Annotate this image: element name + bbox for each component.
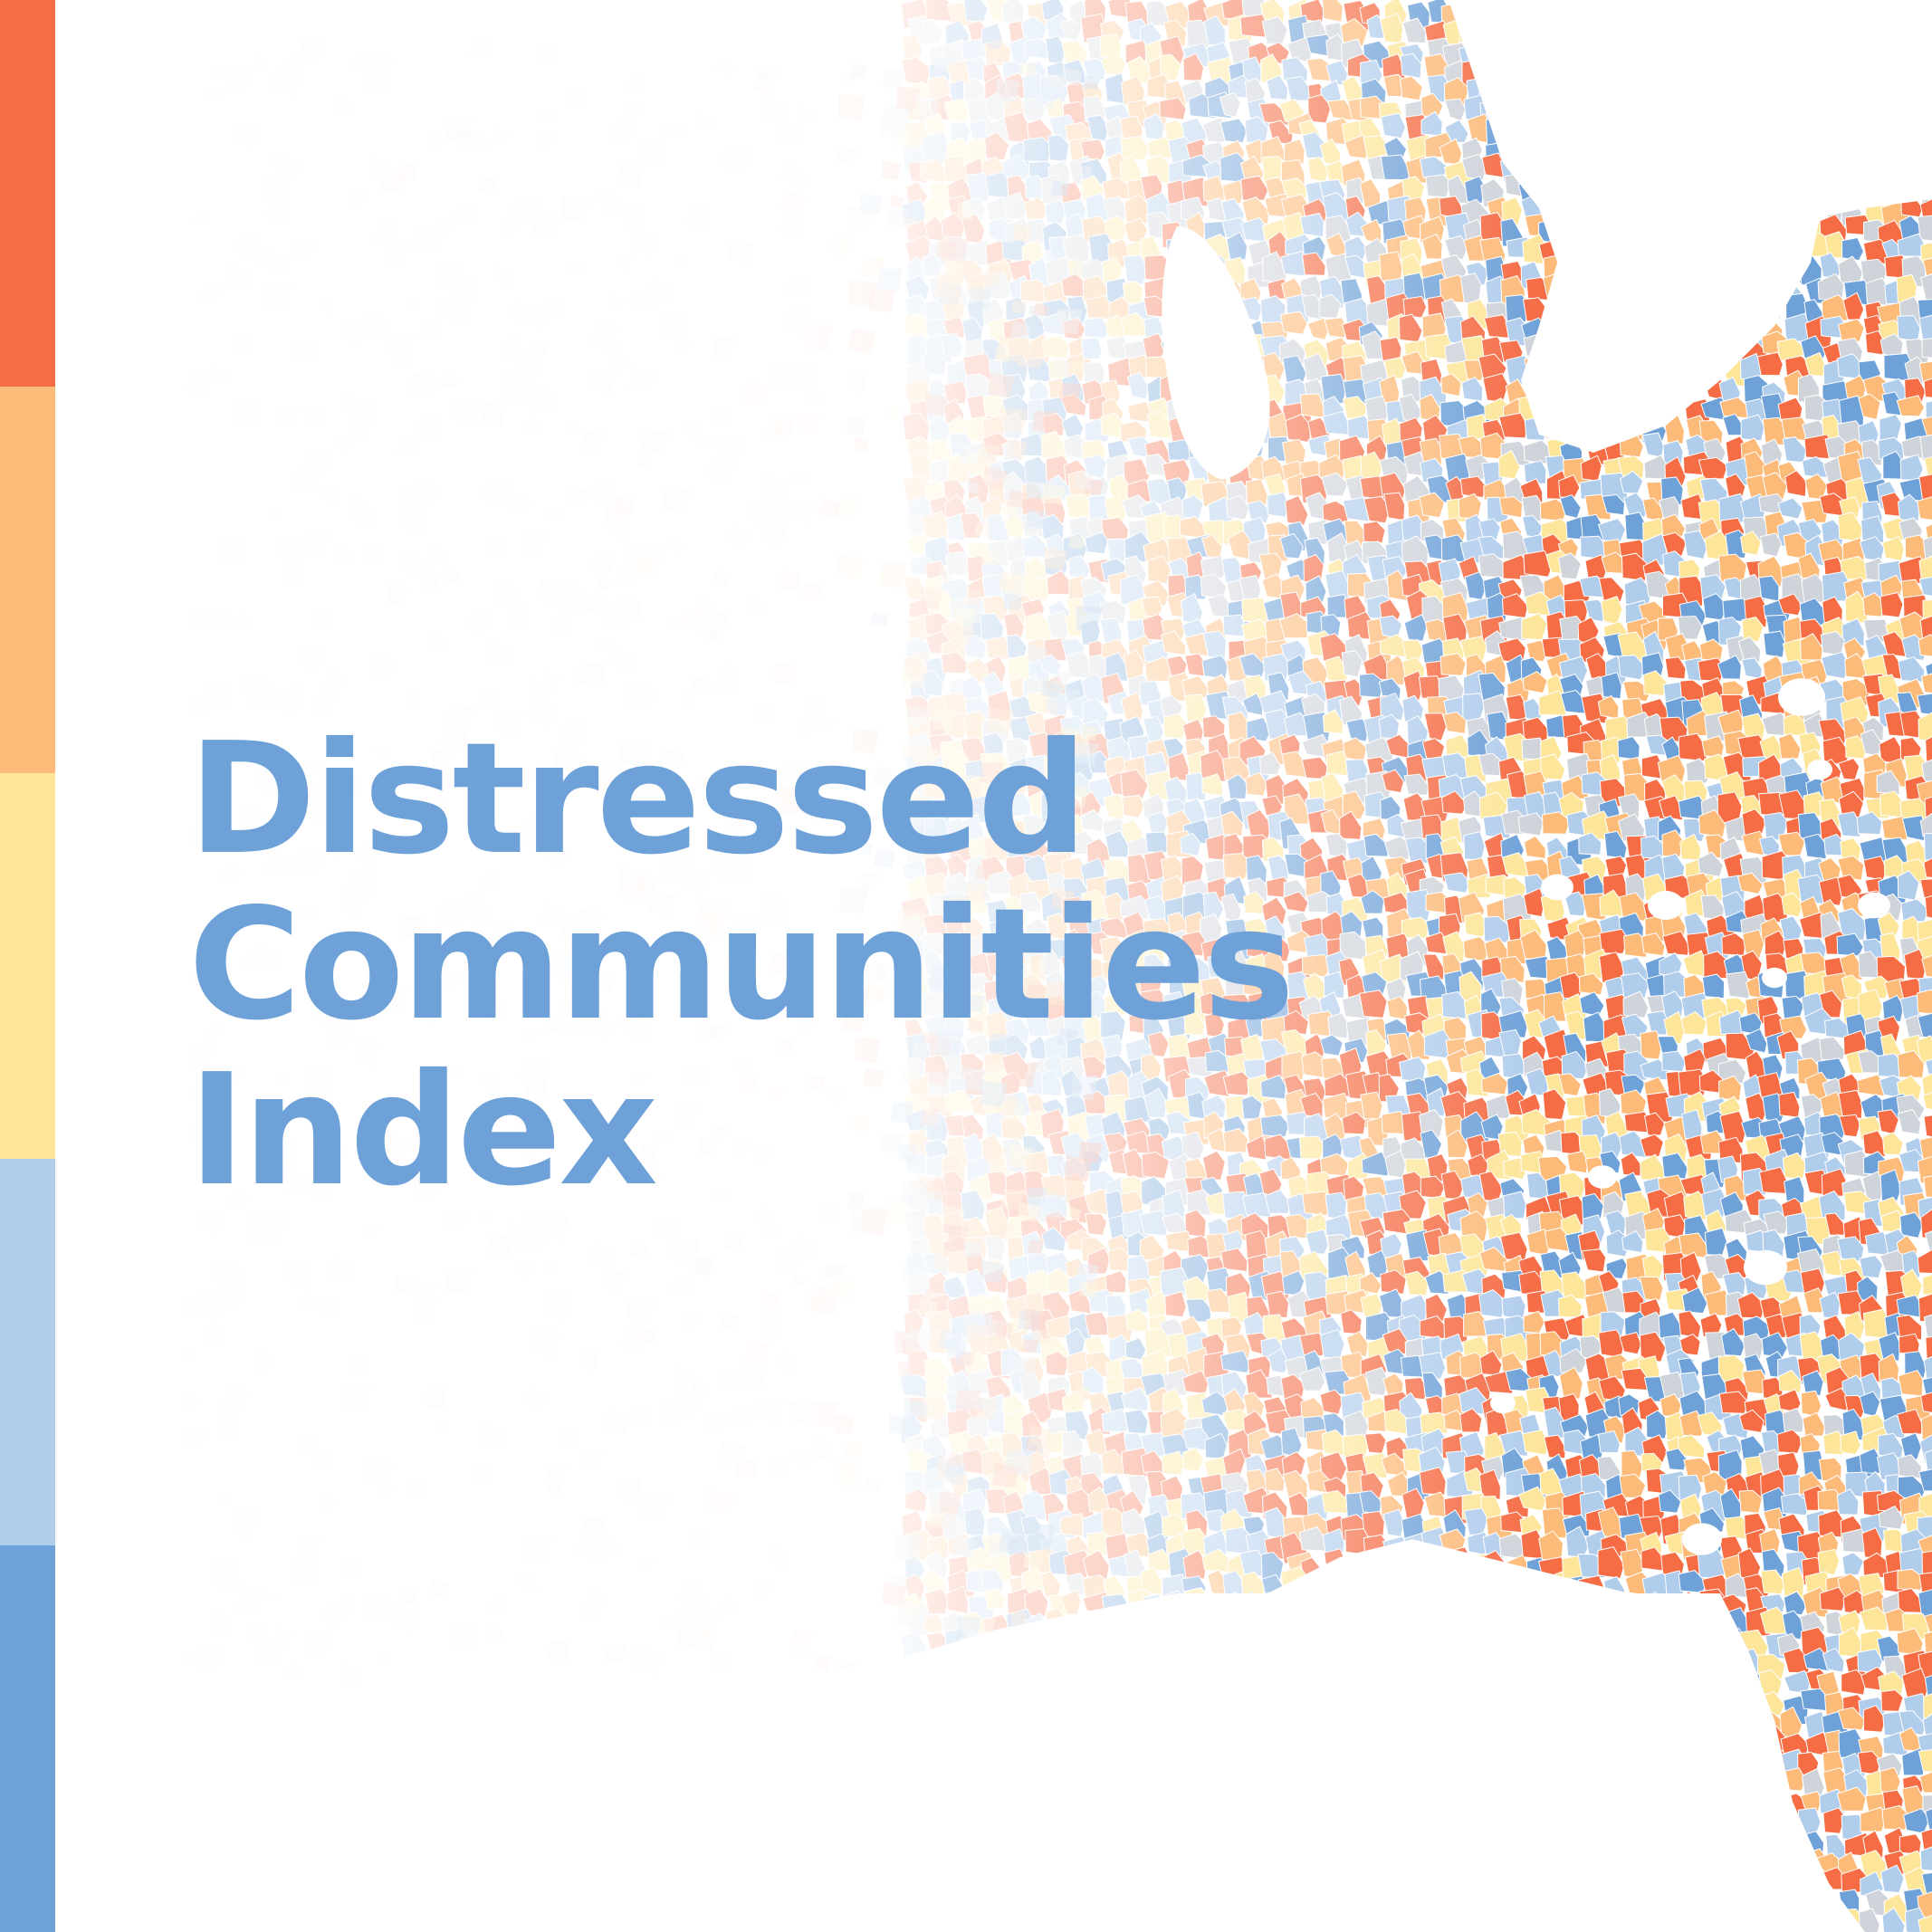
cover-page: Distressed Communities Index [0,0,1932,1932]
distress-choropleth-map [0,0,1932,1932]
